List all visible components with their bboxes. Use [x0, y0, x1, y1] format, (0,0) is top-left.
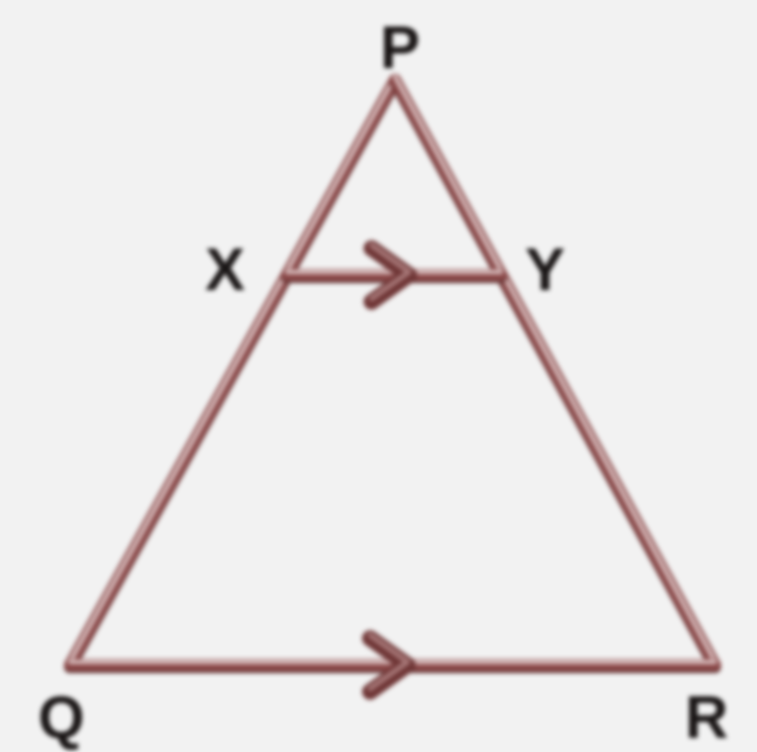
vertex-label-r: R — [685, 688, 728, 748]
vertex-label-p: P — [380, 18, 420, 78]
vertex-label-x: X — [205, 240, 245, 300]
vertex-label-y: Y — [525, 240, 565, 300]
figure-container: P X Y Q R — [0, 0, 757, 752]
triangle-diagram — [0, 0, 757, 752]
vertex-label-q: Q — [38, 688, 85, 748]
